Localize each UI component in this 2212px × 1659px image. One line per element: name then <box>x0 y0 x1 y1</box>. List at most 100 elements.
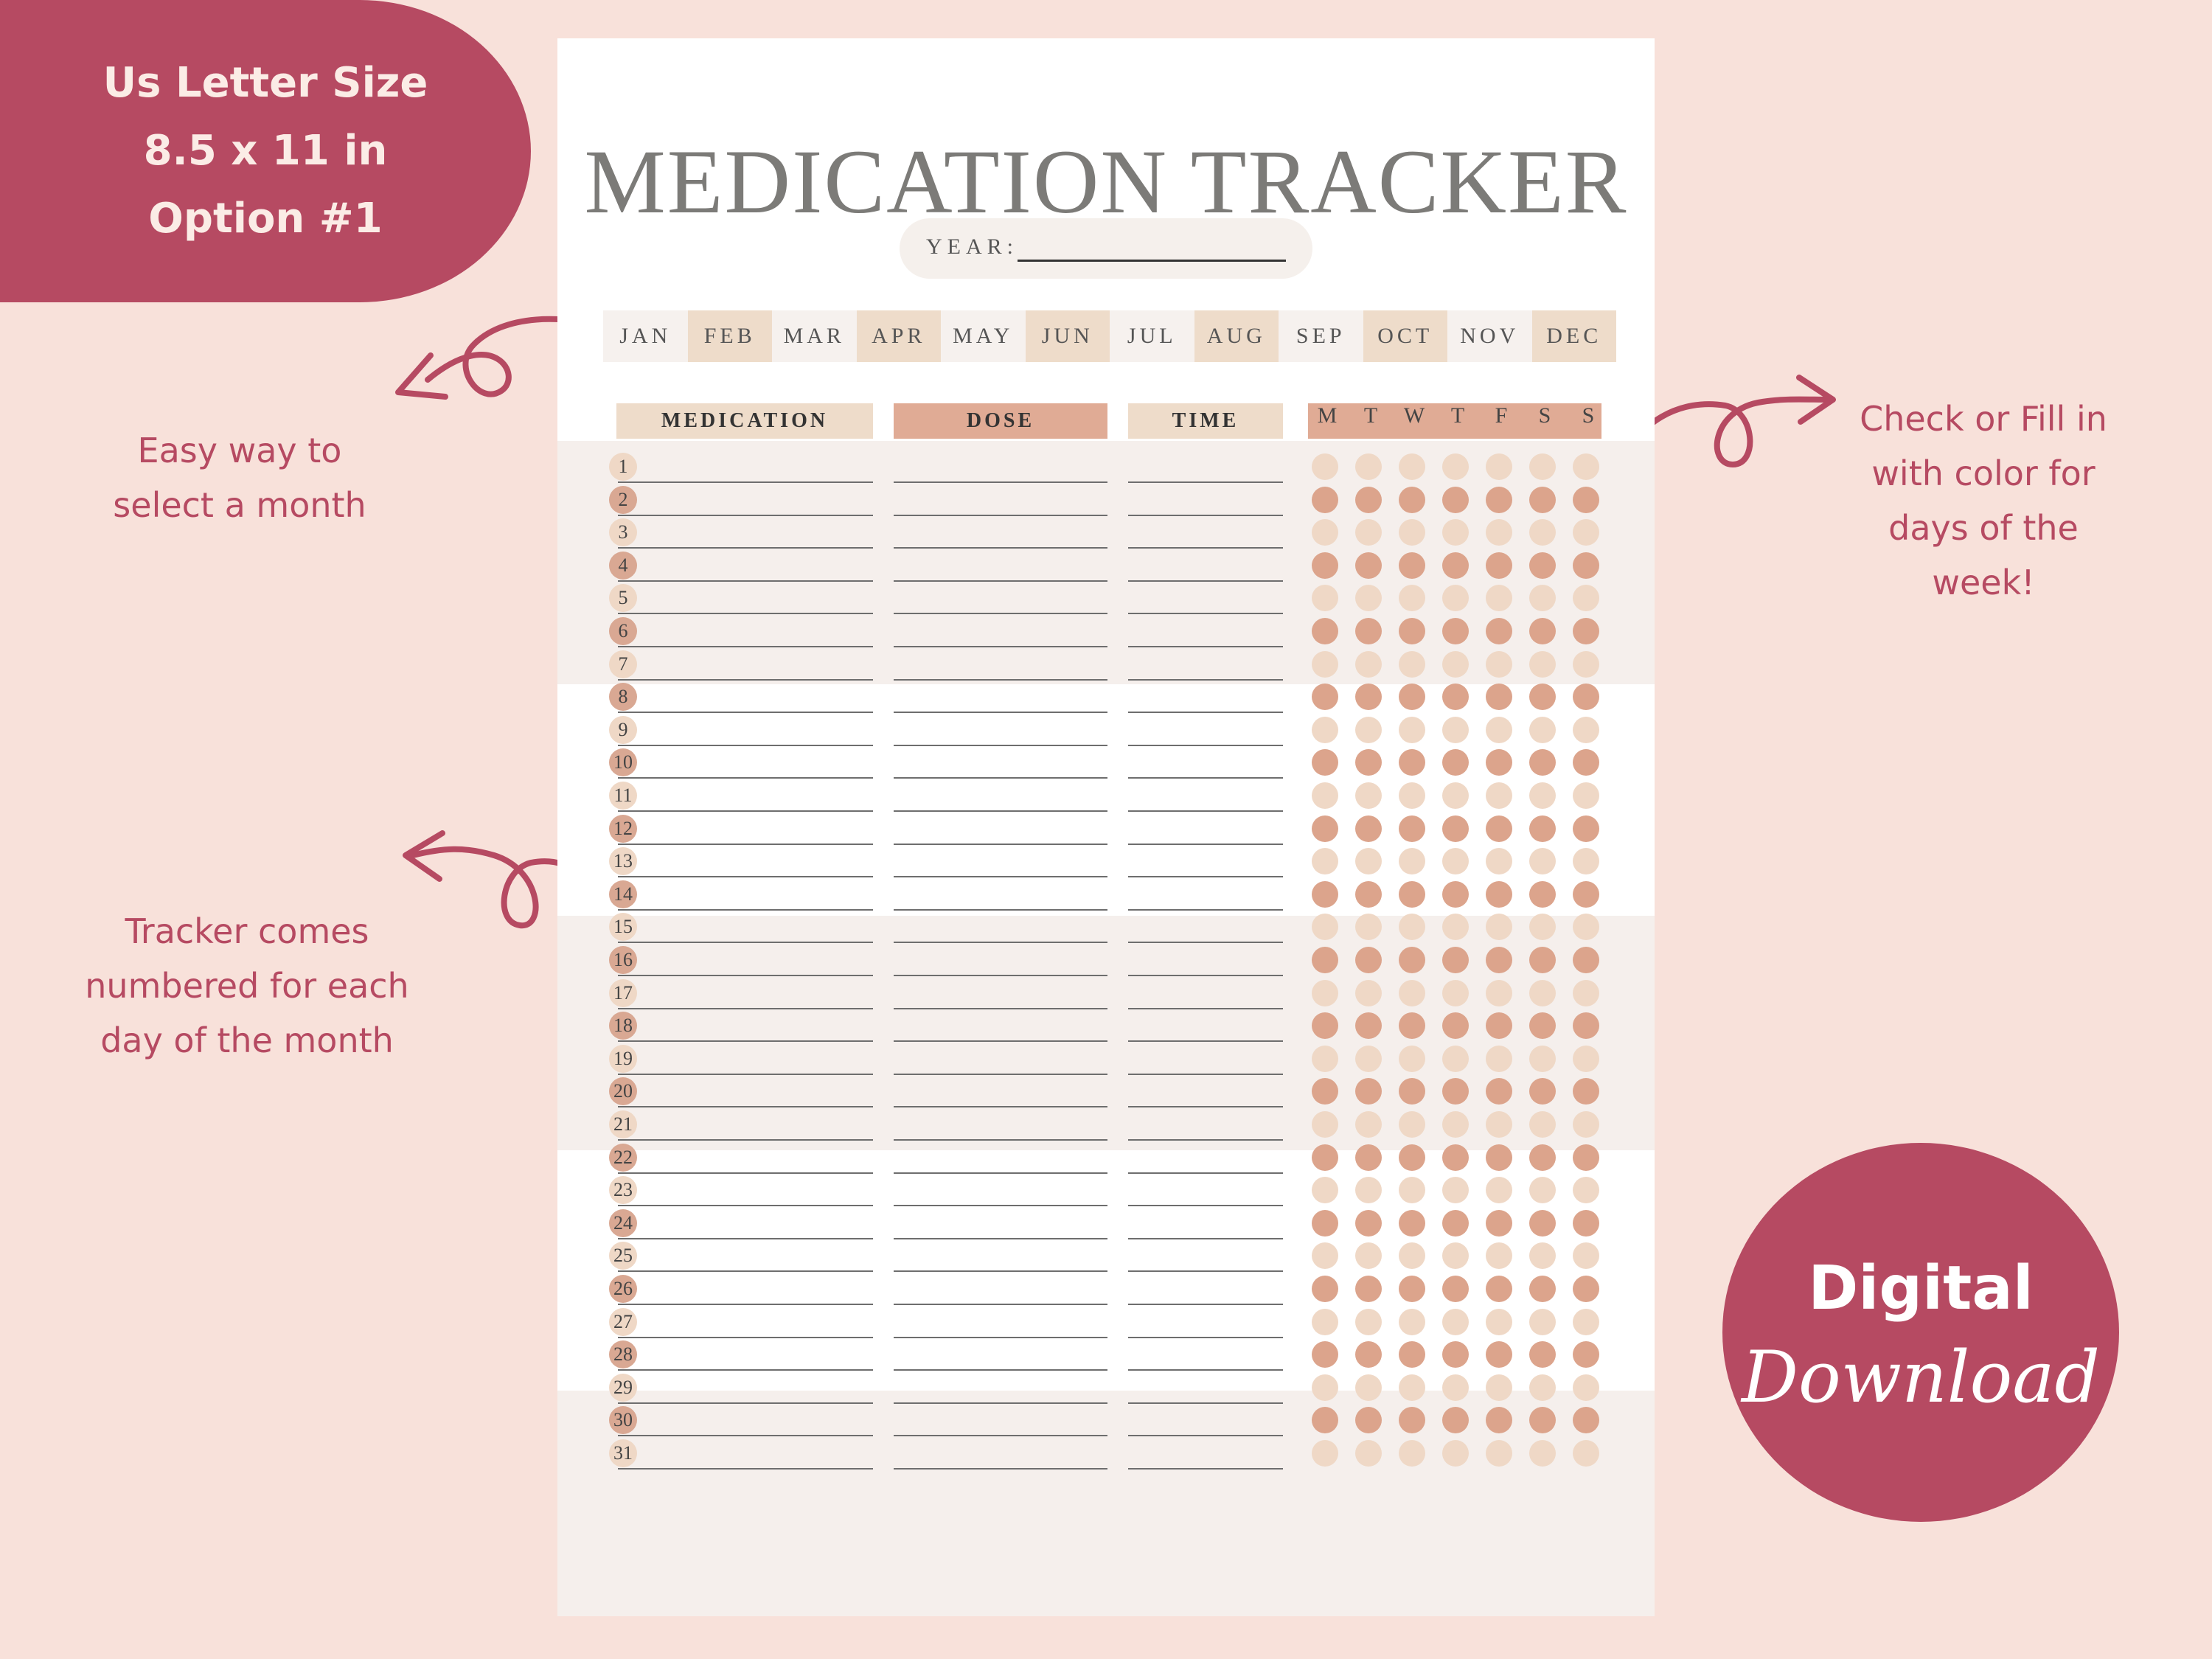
day-check-circle[interactable] <box>1529 1374 1556 1401</box>
day-check-circle[interactable] <box>1486 1078 1512 1105</box>
day-check-circle[interactable] <box>1573 585 1599 612</box>
time-line[interactable] <box>1128 1435 1283 1437</box>
day-check-circle[interactable] <box>1486 815 1512 842</box>
day-check-circle[interactable] <box>1399 815 1425 842</box>
day-check-circle[interactable] <box>1573 848 1599 875</box>
day-check-circle[interactable] <box>1312 914 1338 941</box>
medication-line[interactable] <box>618 1237 873 1239</box>
day-check-circle[interactable] <box>1442 947 1469 973</box>
medication-line[interactable] <box>618 1304 873 1305</box>
day-check-circle[interactable] <box>1573 1242 1599 1270</box>
day-check-circle[interactable] <box>1355 519 1382 546</box>
day-check-circle[interactable] <box>1312 650 1338 678</box>
day-check-circle[interactable] <box>1486 1276 1512 1302</box>
day-check-circle[interactable] <box>1442 1045 1469 1072</box>
day-check-circle[interactable] <box>1529 1078 1556 1105</box>
day-check-circle[interactable] <box>1312 684 1338 711</box>
time-line[interactable] <box>1128 1073 1283 1075</box>
time-line[interactable] <box>1128 481 1283 483</box>
day-check-circle[interactable] <box>1312 1012 1338 1040</box>
day-check-circle[interactable] <box>1312 552 1338 579</box>
day-check-circle[interactable] <box>1442 1078 1469 1105</box>
day-check-circle[interactable] <box>1486 684 1512 711</box>
day-check-circle[interactable] <box>1573 1012 1599 1040</box>
day-check-circle[interactable] <box>1442 618 1469 644</box>
medication-line[interactable] <box>618 1007 873 1009</box>
day-check-circle[interactable] <box>1355 914 1382 941</box>
day-check-circle[interactable] <box>1312 1308 1338 1335</box>
time-line[interactable] <box>1128 580 1283 582</box>
day-check-circle[interactable] <box>1312 749 1338 776</box>
day-check-circle[interactable] <box>1529 1012 1556 1040</box>
dose-line[interactable] <box>894 1205 1107 1207</box>
day-check-circle[interactable] <box>1486 1374 1512 1401</box>
time-line[interactable] <box>1128 908 1283 911</box>
day-check-circle[interactable] <box>1573 1341 1599 1368</box>
dose-line[interactable] <box>894 975 1107 976</box>
day-check-circle[interactable] <box>1399 650 1425 678</box>
day-check-circle[interactable] <box>1573 880 1599 908</box>
day-check-circle[interactable] <box>1486 1308 1512 1335</box>
month-mar[interactable]: MAR <box>772 310 857 362</box>
day-check-circle[interactable] <box>1573 552 1599 579</box>
day-check-circle[interactable] <box>1312 519 1338 546</box>
dose-line[interactable] <box>894 1007 1107 1009</box>
day-check-circle[interactable] <box>1442 1144 1469 1171</box>
day-check-circle[interactable] <box>1529 848 1556 875</box>
day-check-circle[interactable] <box>1442 1111 1469 1138</box>
month-apr[interactable]: APR <box>856 310 941 362</box>
day-check-circle[interactable] <box>1442 486 1469 513</box>
medication-line[interactable] <box>618 843 873 845</box>
day-check-circle[interactable] <box>1312 453 1338 480</box>
day-check-circle[interactable] <box>1442 453 1469 480</box>
day-check-circle[interactable] <box>1312 1111 1338 1138</box>
month-dec[interactable]: DEC <box>1531 310 1616 362</box>
day-check-circle[interactable] <box>1355 1045 1382 1072</box>
day-check-circle[interactable] <box>1573 684 1599 711</box>
day-check-circle[interactable] <box>1312 947 1338 973</box>
day-check-circle[interactable] <box>1355 749 1382 776</box>
day-check-circle[interactable] <box>1529 979 1556 1006</box>
medication-line[interactable] <box>618 547 873 549</box>
dose-line[interactable] <box>894 1468 1107 1470</box>
time-line[interactable] <box>1128 1468 1283 1470</box>
day-check-circle[interactable] <box>1486 979 1512 1006</box>
day-check-circle[interactable] <box>1355 1242 1382 1270</box>
time-line[interactable] <box>1128 1304 1283 1305</box>
day-check-circle[interactable] <box>1486 1341 1512 1368</box>
day-check-circle[interactable] <box>1355 848 1382 875</box>
day-check-circle[interactable] <box>1573 1111 1599 1138</box>
day-check-circle[interactable] <box>1399 914 1425 941</box>
medication-line[interactable] <box>618 908 873 911</box>
medication-line[interactable] <box>618 810 873 812</box>
day-check-circle[interactable] <box>1442 1012 1469 1040</box>
medication-line[interactable] <box>618 481 873 483</box>
day-check-circle[interactable] <box>1312 1407 1338 1434</box>
day-check-circle[interactable] <box>1573 815 1599 842</box>
day-check-circle[interactable] <box>1573 453 1599 480</box>
day-check-circle[interactable] <box>1486 1045 1512 1072</box>
day-check-circle[interactable] <box>1486 1242 1512 1270</box>
day-check-circle[interactable] <box>1573 519 1599 546</box>
dose-line[interactable] <box>894 1435 1107 1437</box>
time-line[interactable] <box>1128 613 1283 615</box>
medication-line[interactable] <box>618 744 873 746</box>
time-line[interactable] <box>1128 1402 1283 1404</box>
day-check-circle[interactable] <box>1355 1012 1382 1040</box>
day-check-circle[interactable] <box>1486 618 1512 644</box>
day-check-circle[interactable] <box>1399 782 1425 809</box>
day-check-circle[interactable] <box>1355 1374 1382 1401</box>
time-line[interactable] <box>1128 942 1283 944</box>
day-check-circle[interactable] <box>1486 1177 1512 1204</box>
time-line[interactable] <box>1128 975 1283 976</box>
dose-line[interactable] <box>894 1073 1107 1075</box>
dose-line[interactable] <box>894 744 1107 746</box>
day-check-circle[interactable] <box>1442 1374 1469 1401</box>
day-check-circle[interactable] <box>1529 782 1556 809</box>
day-check-circle[interactable] <box>1529 815 1556 842</box>
day-check-circle[interactable] <box>1312 618 1338 644</box>
day-check-circle[interactable] <box>1573 650 1599 678</box>
medication-line[interactable] <box>618 613 873 615</box>
day-check-circle[interactable] <box>1399 552 1425 579</box>
day-check-circle[interactable] <box>1442 1276 1469 1302</box>
